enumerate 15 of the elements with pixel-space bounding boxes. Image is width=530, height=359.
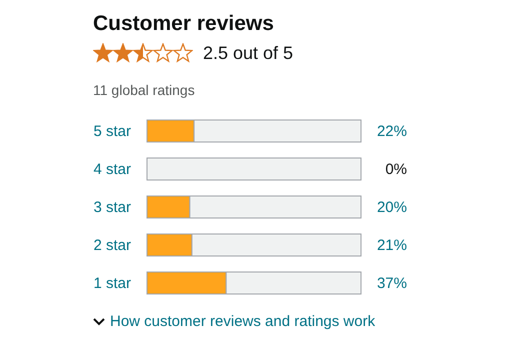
data-label: 22% bbox=[376, 123, 407, 140]
chart-title: Customer reviews bbox=[93, 11, 275, 37]
y-tick-label: 1 star bbox=[94, 275, 132, 292]
data-label: 20% bbox=[376, 199, 407, 216]
bar bbox=[146, 157, 362, 181]
data-label: 37% bbox=[376, 275, 407, 292]
y-tick-label: 5 star bbox=[94, 123, 132, 140]
y-tick-label: 2 star bbox=[94, 237, 132, 254]
y-tick-label: 4 star bbox=[94, 161, 132, 178]
y-tick-label: 3 star bbox=[94, 199, 132, 216]
text: How customer reviews and ratings work bbox=[110, 313, 376, 330]
chart-subtitle: 2.5 out of 5 bbox=[203, 42, 294, 64]
data-label: 21% bbox=[376, 237, 407, 254]
text: 11 global ratings bbox=[93, 82, 196, 98]
data-label: 0% bbox=[385, 161, 407, 178]
